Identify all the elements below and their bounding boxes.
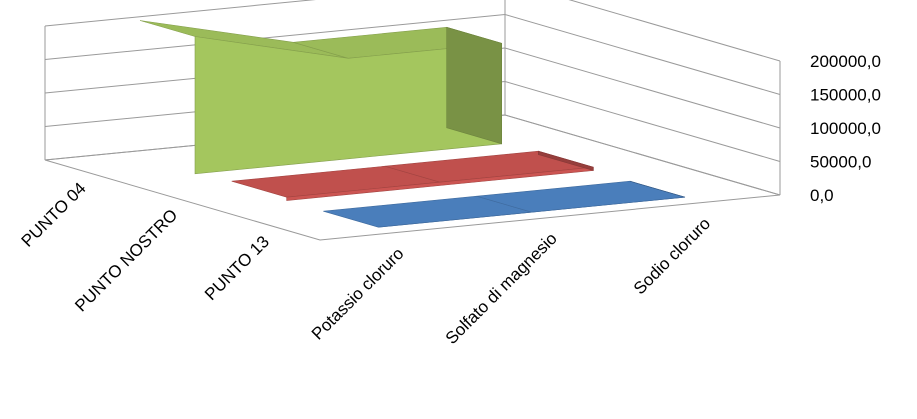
series-punto-04 [139,20,503,175]
area-side-face [629,180,686,198]
y-tick-label: 100000,0 [810,119,881,138]
y-tick-label: 150000,0 [810,86,881,105]
category-label: Solfato di magnesio [442,229,561,348]
series-axis-label: PUNTO 13 [201,232,273,304]
area-side-face [446,26,503,145]
area-side-face [537,150,594,171]
series-layer [139,20,686,228]
y-tick-label: 200000,0 [810,52,881,71]
y-axis-ticks: 0,0 50000,0 100000,0 150000,0 200000,0 [810,52,881,205]
series-punto-nostro [231,150,594,201]
category-label: Sodio cloruro [630,214,714,298]
gridline [44,0,781,62]
y-tick-label: 0,0 [810,186,834,205]
series-axis-label: PUNTO NOSTRO [71,205,181,315]
series-punto-13 [323,180,686,228]
y-tick-label: 50000,0 [810,153,871,172]
category-axis-labels: Potassio cloruro Solfato di magnesio Sodio… [308,214,714,348]
category-label: Potassio cloruro [308,244,408,344]
chart-frame [44,0,781,241]
series-axis-label: PUNTO 04 [18,179,90,251]
